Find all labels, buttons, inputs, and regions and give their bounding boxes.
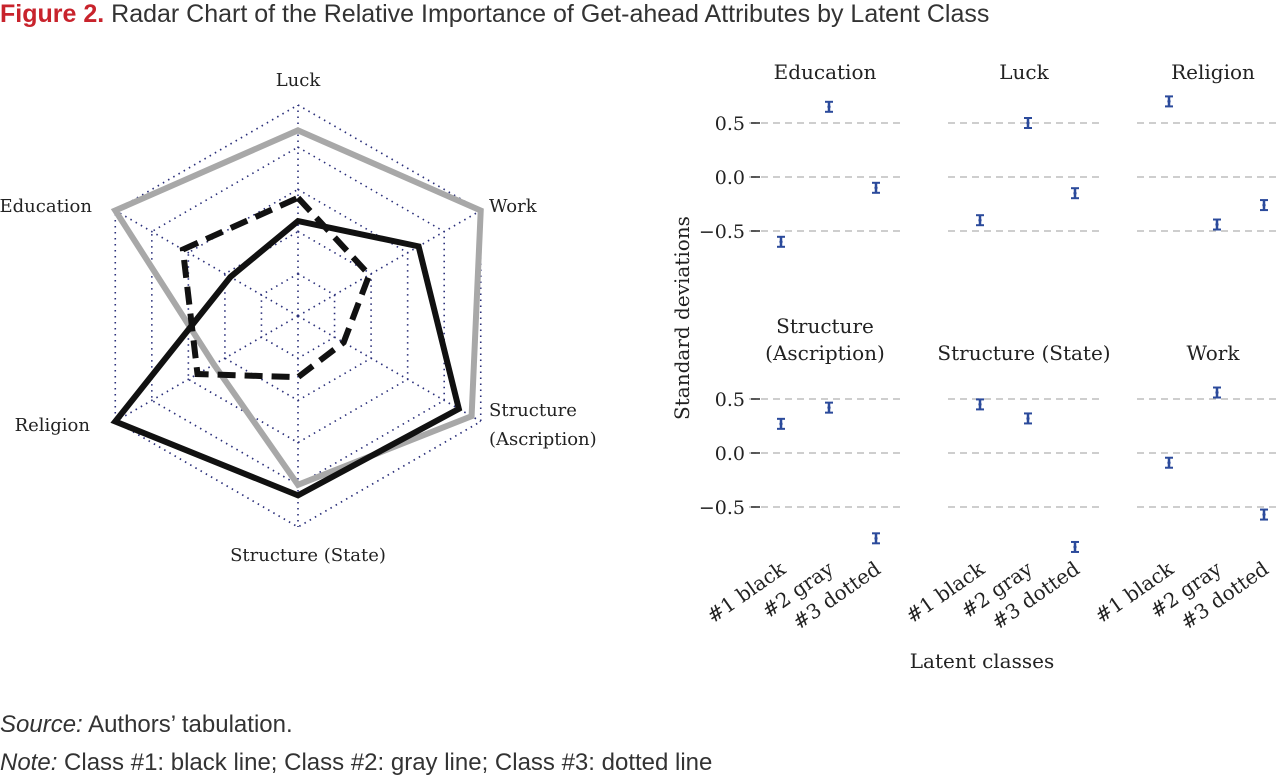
radar-axis-label: Education <box>0 196 92 217</box>
data-point <box>1215 222 1219 227</box>
data-point <box>779 422 783 426</box>
data-point <box>1026 416 1030 421</box>
radar-series-line <box>110 127 484 489</box>
y-tick-label: 0.5 <box>715 389 745 411</box>
data-point <box>874 186 878 190</box>
radar-axis-label: Structure (State) <box>230 545 386 566</box>
y-tick-label: −0.5 <box>699 221 745 243</box>
radar-axis-label: Structure (Ascription) <box>489 400 597 450</box>
panel-title: Religion <box>1171 60 1255 84</box>
data-point <box>1167 461 1171 465</box>
radar-axis-label: Religion <box>15 415 91 436</box>
figure-label: Figure 2. <box>0 0 105 28</box>
radar-axis-label: Work <box>489 196 538 217</box>
panel-title: Education <box>774 60 877 84</box>
note-label: Note: <box>0 749 58 776</box>
data-point <box>1262 203 1266 207</box>
data-point <box>827 406 831 410</box>
radar-axis-spoke <box>297 315 482 423</box>
y-tick-label: 0.0 <box>715 443 745 465</box>
panel-title: Work <box>1187 341 1241 365</box>
y-tick-label: 0.0 <box>715 167 745 189</box>
y-axis-title: Standard deviations <box>670 216 694 420</box>
source-line: Source: Authors’ tabulation. <box>0 706 1280 744</box>
radar-axis-spoke <box>114 315 299 423</box>
panel-title: Structure (Ascription) <box>765 314 885 365</box>
panel-title: Luck <box>999 60 1049 84</box>
panel-title: Structure (State) <box>937 341 1110 365</box>
facet-chart: Education Luck Religion Structure (Ascriptio… <box>670 60 1280 673</box>
data-point <box>1215 390 1219 395</box>
y-tick-label: 0.5 <box>715 113 745 135</box>
note-line: Note: Class #1: black line; Class #2: gr… <box>0 744 1280 782</box>
data-point <box>1026 121 1030 125</box>
figure-footer: Source: Authors’ tabulation. Note: Class… <box>0 706 1280 782</box>
figure-title: Figure 2. Radar Chart of the Relative Im… <box>0 0 1280 30</box>
data-point <box>1073 191 1077 195</box>
source-label: Source: <box>0 711 83 738</box>
data-point <box>1073 545 1077 549</box>
data-point <box>978 402 982 406</box>
data-point <box>978 218 982 222</box>
data-point <box>1262 512 1266 517</box>
radar-series-line <box>110 217 463 499</box>
data-point <box>827 105 831 109</box>
figure-title-text: Radar Chart of the Relative Importance o… <box>111 0 990 28</box>
source-text: Authors’ tabulation. <box>82 711 293 738</box>
note-text: Class #1: black line; Class #2: gray lin… <box>57 749 713 776</box>
y-tick-label: −0.5 <box>699 497 745 519</box>
data-point <box>779 240 783 244</box>
radar-chart: Luck Work Structure (Ascription) Structure (… <box>0 70 597 566</box>
figure-area: Luck Work Structure (Ascription) Structure (… <box>0 60 1280 673</box>
radar-axis-spoke <box>114 209 299 317</box>
radar-axis-label: Luck <box>276 70 322 91</box>
data-point <box>1167 99 1171 103</box>
x-axis-title: Latent classes <box>910 649 1055 673</box>
radar-series-line <box>179 194 373 381</box>
data-point <box>874 536 878 540</box>
